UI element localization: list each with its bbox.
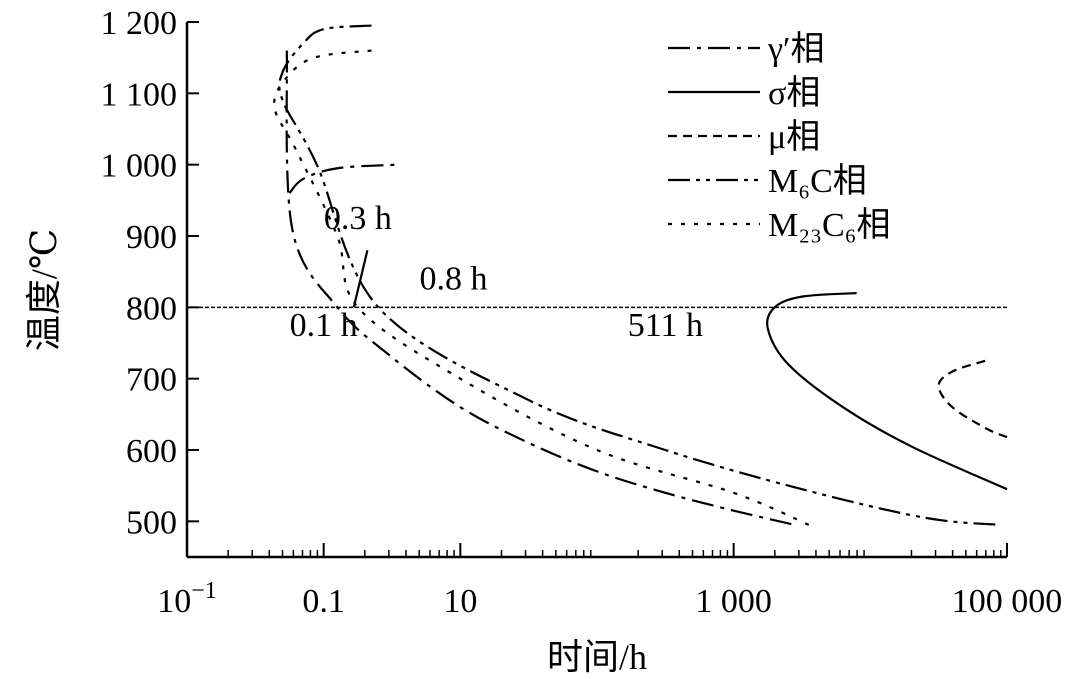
- annotations: 0.1 h 0.3 h 0.8 h 511 h: [290, 200, 703, 344]
- y-axis-title: 温度/℃: [24, 229, 64, 351]
- legend-label: σ相: [768, 74, 820, 112]
- series-m6c-line: [278, 24, 1001, 526]
- legend: γ′相 σ相 μ相 M₆C相 M₂₃C₆相: [668, 30, 890, 244]
- x-tick-label: 1 000: [695, 583, 772, 620]
- y-tick-label: 1 200: [101, 5, 178, 42]
- y-tick-label: 600: [126, 433, 177, 470]
- legend-item: γ′相: [668, 30, 824, 68]
- series-unnamed-line: [285, 50, 796, 526]
- x-tick-label: 0.1: [302, 583, 345, 620]
- series-branch-5-line: [288, 163, 399, 194]
- y-tick-label: 500: [126, 504, 177, 541]
- legend-label: μ相: [768, 118, 820, 156]
- legend-label: M₂₃C₆相: [768, 206, 890, 244]
- y-tick-label: 1 000: [101, 148, 178, 185]
- annotation-mark: [352, 250, 369, 308]
- series-group: [273, 24, 1008, 526]
- annotation-label: 0.8 h: [420, 261, 488, 298]
- series-unnamed-line: [766, 291, 1008, 491]
- legend-item: σ相: [668, 74, 820, 112]
- legend-label: γ′相: [767, 30, 824, 68]
- x-axis-title: 时间/h: [547, 637, 647, 677]
- annotation-label: 511 h: [628, 307, 703, 344]
- annotation-label: 0.1 h: [290, 307, 358, 344]
- y-tick-label: 700: [126, 362, 177, 399]
- legend-item: M₆C相: [668, 162, 867, 200]
- series-m23c6-line: [273, 49, 810, 526]
- legend-item: μ相: [668, 118, 820, 156]
- series-unnamed-line: [937, 359, 1008, 439]
- plot-frame: [185, 22, 1007, 559]
- y-tick-label: 1 100: [101, 76, 178, 113]
- x-tick-label: 100 000: [952, 583, 1063, 620]
- legend-label: M₆C相: [768, 162, 867, 200]
- legend-item: M₂₃C₆相: [668, 206, 890, 244]
- x-tick-label: 10−1: [157, 578, 217, 620]
- x-axis-ticks: 10−1 0.1 10 1 000 100 000: [157, 543, 1062, 620]
- y-tick-label: 900: [126, 219, 177, 256]
- y-axis-ticks: 500 600 700 800 900 1 000 1 100 1 200: [101, 5, 199, 541]
- annotation-label: 0.3 h: [324, 200, 392, 237]
- y-tick-label: 800: [126, 290, 177, 327]
- x-tick-label: 10: [443, 583, 477, 620]
